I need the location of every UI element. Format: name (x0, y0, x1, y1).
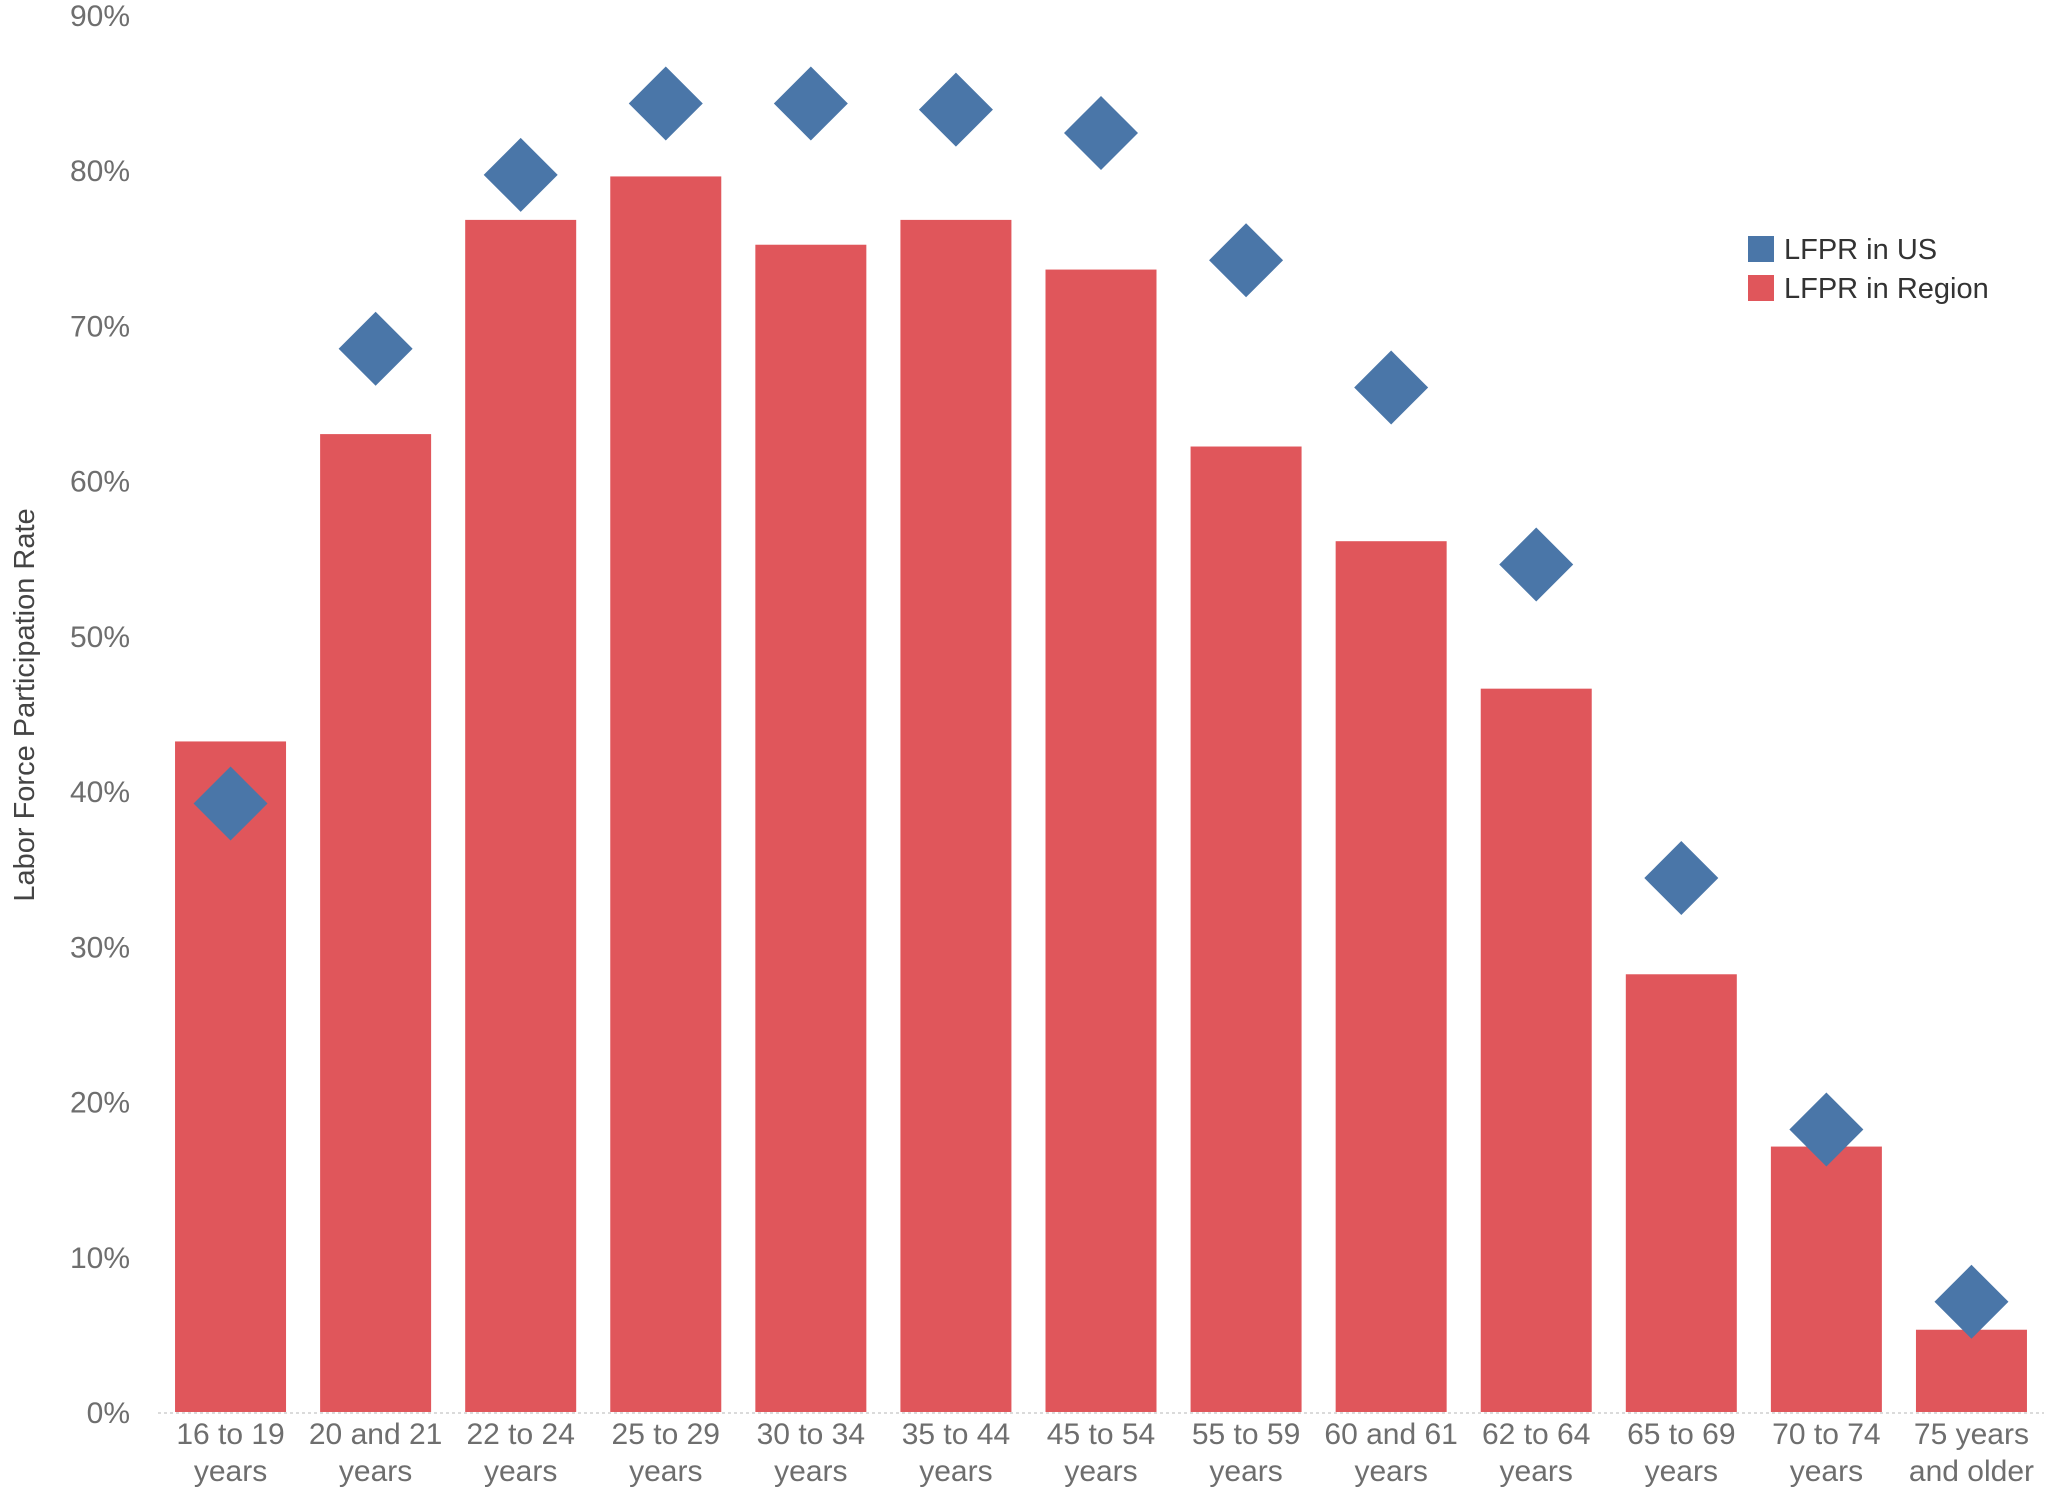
y-tick-label: 30% (70, 931, 130, 964)
x-category-label: years (629, 1455, 702, 1487)
bar-region-2 (465, 219, 577, 1413)
x-category-label: 55 to 59 (1192, 1418, 1300, 1451)
bar-region-8 (1335, 541, 1447, 1412)
bar-region-9 (1480, 688, 1592, 1412)
diamond-us-6 (1064, 95, 1138, 170)
diamond-us-5 (918, 72, 993, 147)
diamond-us-10 (1644, 841, 1719, 916)
legend-swatch (1748, 236, 1774, 262)
bar-region-1 (320, 434, 432, 1413)
legend-label: LFPR in Region (1784, 273, 1989, 305)
y-tick-label: 10% (70, 1242, 130, 1275)
x-category-label: 62 to 64 (1482, 1418, 1590, 1451)
x-category-label: 22 to 24 (466, 1418, 574, 1451)
x-category-label: 30 to 34 (757, 1418, 865, 1451)
x-category-label: years (919, 1455, 992, 1487)
diamond-us-11 (1789, 1092, 1864, 1167)
diamond-us-4 (773, 66, 848, 141)
diamond-series-us (193, 66, 2009, 1339)
y-tick-label: 20% (70, 1087, 130, 1120)
x-category-label: 70 to 74 (1772, 1418, 1880, 1451)
x-category-label: 45 to 54 (1047, 1418, 1155, 1451)
bar-region-7 (1190, 446, 1302, 1412)
x-axis: 16 to 19 years 20 and 21 years 22 to 24 years… (176, 1418, 2034, 1487)
diamond-us-7 (1209, 223, 1284, 298)
legend: LFPR in US LFPR in Region (1748, 234, 1989, 305)
y-tick-label: 50% (70, 621, 130, 654)
x-category-label: years (484, 1455, 557, 1487)
y-tick-label: 80% (70, 155, 130, 188)
legend-swatch (1748, 275, 1774, 301)
x-category-label: years (1500, 1455, 1573, 1487)
diamond-us-9 (1499, 527, 1574, 602)
x-category-label: 65 to 69 (1627, 1418, 1735, 1451)
bar-region-0 (175, 741, 287, 1412)
y-tick-label: 0% (87, 1397, 130, 1430)
bar-region-4 (755, 244, 867, 1412)
y-tick-label: 70% (70, 310, 130, 343)
bar-region-10 (1625, 974, 1737, 1412)
diamond-us-3 (628, 66, 703, 141)
x-category-label: 75 years (1914, 1418, 2029, 1451)
x-category-label: years (194, 1455, 267, 1487)
bar-region-6 (1045, 269, 1157, 1412)
diamond-us-2 (483, 137, 558, 212)
x-category-label: years (339, 1455, 412, 1487)
x-category-label: 25 to 29 (612, 1418, 720, 1451)
diamond-us-8 (1354, 350, 1429, 425)
x-category-label: 60 and 61 (1324, 1418, 1457, 1451)
x-category-label: years (1790, 1455, 1863, 1487)
x-category-label: 20 and 21 (309, 1418, 442, 1451)
x-category-label: years (774, 1455, 847, 1487)
y-tick-label: 90% (70, 0, 130, 33)
bar-region-12 (1915, 1329, 2027, 1412)
bar-region-5 (900, 219, 1012, 1413)
bar-region-11 (1770, 1146, 1882, 1412)
legend-label: LFPR in US (1784, 234, 1937, 266)
x-category-label: 16 to 19 (176, 1418, 284, 1451)
y-axis: 0% 10% 20% 30% 40% 50% 60% 70% 80% 90% (70, 0, 130, 1430)
x-category-label: 35 to 44 (902, 1418, 1010, 1451)
x-category-label: years (1645, 1455, 1718, 1487)
diamond-us-1 (338, 311, 413, 386)
bar-series-region (175, 176, 2027, 1413)
y-tick-label: 40% (70, 776, 130, 809)
diamond-us-0 (193, 766, 268, 841)
x-category-label: years (1354, 1455, 1427, 1487)
y-axis-title: Labor Force Participation Rate (9, 508, 41, 901)
x-category-label: and older (1909, 1455, 2034, 1487)
x-category-label: years (1209, 1455, 1282, 1487)
bar-region-3 (610, 176, 722, 1412)
diamond-us-12 (1934, 1264, 2009, 1339)
y-tick-label: 60% (70, 466, 130, 499)
x-category-label: years (1064, 1455, 1137, 1487)
